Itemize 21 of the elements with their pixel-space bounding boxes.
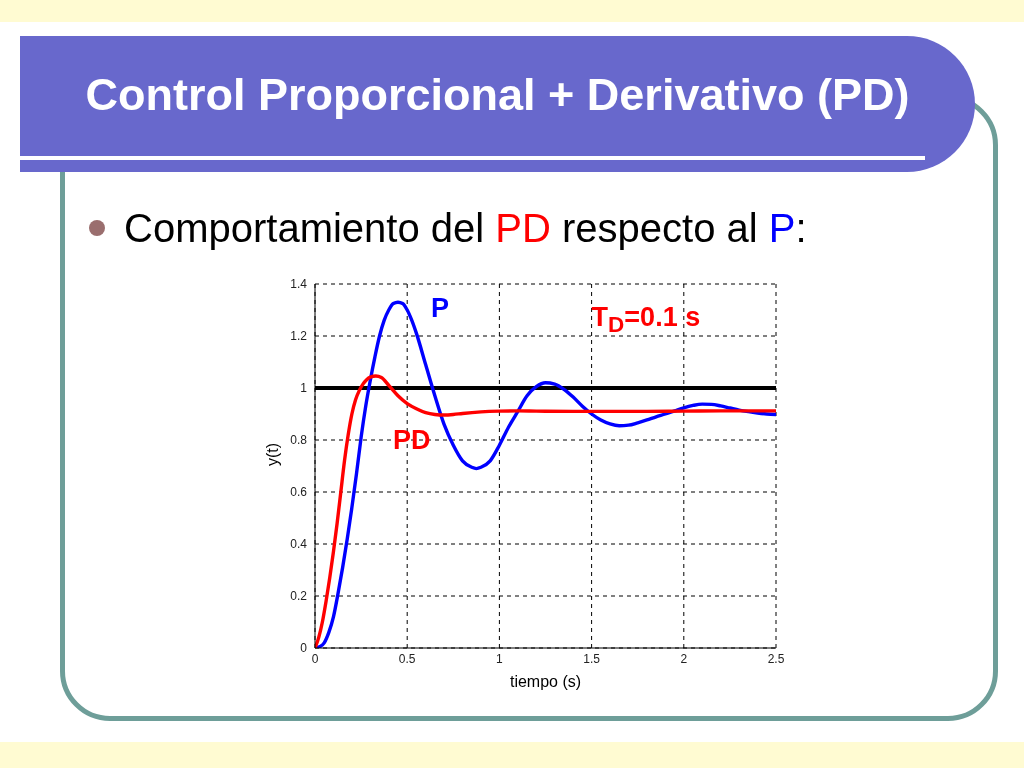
chart-title: Control Proporcional + Derivativo (PD) bbox=[84, 68, 911, 122]
y-tick-label: 0.2 bbox=[290, 589, 308, 604]
y-tick-label: 0.4 bbox=[290, 537, 308, 552]
annotation: T$_{D}$=0.1 s bbox=[591, 302, 701, 340]
y-tick-label: 0.6 bbox=[290, 485, 308, 500]
x-tick-label: 1.5 bbox=[583, 651, 601, 666]
x-tick-label: 0.5 bbox=[398, 651, 416, 666]
y-tick-label: 0.8 bbox=[290, 433, 308, 448]
series-label: PD bbox=[393, 425, 431, 456]
x-tick-label: 2.5 bbox=[767, 651, 785, 666]
y-tick-label: 0 bbox=[300, 641, 308, 656]
y-axis-title: y(t) bbox=[263, 442, 281, 466]
y-tick-label: 1.2 bbox=[290, 329, 308, 344]
x-tick-label: 1 bbox=[496, 651, 504, 666]
y-tick-label: 1.4 bbox=[290, 277, 308, 292]
x-tick-label: 0 bbox=[311, 651, 319, 666]
y-tick-label: 1 bbox=[300, 381, 308, 396]
series-label: P bbox=[430, 293, 449, 324]
x-axis-title: tiempo (s) bbox=[509, 673, 582, 690]
x-tick-label: 2 bbox=[680, 651, 688, 666]
chart-subtitle: Comportamiento del PD respecto al P: bbox=[124, 206, 807, 250]
